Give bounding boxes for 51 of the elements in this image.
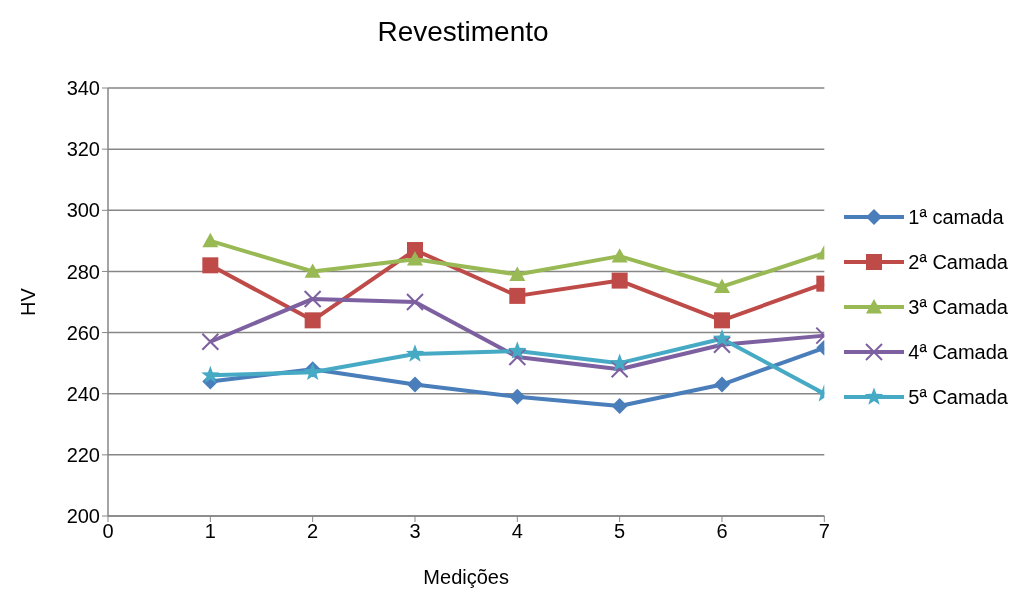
- point: [713, 376, 730, 393]
- y-tick-label: 280: [66, 260, 100, 283]
- legend-label: 5ª Camada: [908, 385, 1008, 409]
- chart-title: Revestimento: [376, 16, 550, 48]
- point: [610, 353, 629, 371]
- point: [304, 312, 321, 329]
- x-tick-label: 6: [716, 520, 728, 543]
- point: [509, 266, 526, 281]
- legend-label: 4ª Camada: [908, 340, 1008, 364]
- point: [201, 332, 220, 351]
- point: [509, 287, 526, 304]
- x-tick-label: 0: [102, 520, 114, 543]
- point: [509, 388, 526, 405]
- x-tick-label: 7: [818, 520, 830, 543]
- point: [303, 289, 322, 308]
- y-axis-title: HV: [17, 287, 40, 316]
- y-tick-label: 260: [66, 321, 100, 344]
- point: [405, 293, 424, 311]
- point: [201, 365, 220, 384]
- point: [406, 251, 423, 266]
- y-tick-label: 340: [66, 77, 100, 100]
- x-axis-title: Medições: [423, 566, 509, 588]
- point: [406, 376, 423, 393]
- legend-label: 1ª camada: [908, 205, 1004, 229]
- point: [611, 248, 628, 263]
- point: [712, 335, 731, 354]
- x-tick-label: 3: [409, 520, 421, 543]
- point: [405, 344, 425, 362]
- point: [508, 348, 527, 367]
- point: [712, 329, 732, 347]
- x-tick-label: 5: [614, 520, 626, 543]
- y-tick-label: 320: [66, 138, 100, 161]
- y-tick-label: 220: [66, 443, 100, 466]
- point: [611, 397, 628, 414]
- legend-label: 3ª Camada: [908, 295, 1008, 319]
- y-tick-label: 240: [66, 382, 100, 405]
- y-tick-label: 300: [66, 199, 100, 222]
- point: [610, 360, 629, 379]
- point: [406, 242, 423, 259]
- x-tick-label: 1: [204, 520, 216, 543]
- point: [713, 278, 730, 294]
- y-tick-label: 200: [66, 505, 100, 528]
- point: [611, 272, 628, 289]
- point: [202, 232, 219, 248]
- x-tick-label: 4: [511, 520, 523, 543]
- point: [508, 341, 527, 359]
- point: [202, 257, 219, 274]
- point: [713, 312, 730, 329]
- legend-label: 2ª Camada: [908, 250, 1008, 274]
- x-tick-label: 2: [307, 520, 319, 543]
- point: [304, 263, 321, 278]
